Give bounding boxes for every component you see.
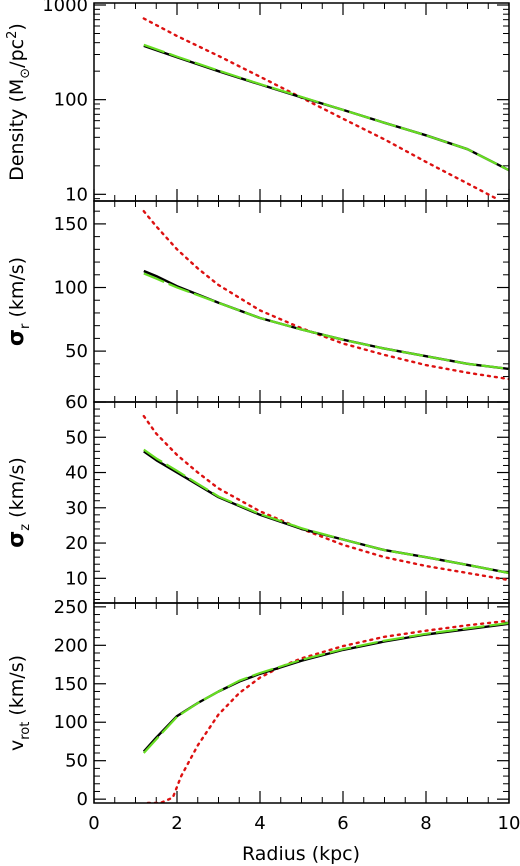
y-tick-label: 100 — [54, 90, 88, 111]
y-tick-label: 10 — [65, 568, 88, 589]
y-tick-label: 30 — [65, 498, 88, 519]
y-axis-label: vrot (km/s) — [6, 655, 33, 751]
y-label-sub: rot — [18, 722, 33, 740]
series-line-dotted — [142, 209, 509, 381]
y-label-main: σ — [4, 531, 29, 548]
x-tick-label: 10 — [498, 813, 520, 834]
y-tick-label: 50 — [65, 427, 88, 448]
y-tick-label: 100 — [54, 278, 88, 299]
series-line-solid — [142, 622, 509, 753]
y-label-end: ) — [6, 23, 28, 30]
y-label-mid: /pc — [6, 39, 28, 68]
panel-frame — [93, 602, 510, 804]
y-tick-label: 1000 — [42, 0, 88, 16]
y-tick-label: 40 — [65, 463, 88, 484]
y-label-sub: ⊙ — [18, 68, 33, 79]
y-axis-label: Density (M⊙/pc2) — [5, 23, 33, 181]
series-group — [142, 209, 509, 381]
y-tick-label: 50 — [65, 341, 88, 362]
panel-frame — [93, 2, 510, 202]
y-tick-label: 150 — [54, 674, 88, 695]
x-tick-label: 8 — [420, 813, 431, 834]
panel-sigma_r: 50 100 150 σr (km/s) — [4, 200, 510, 403]
y-tick-label: 10 — [65, 184, 88, 205]
panel-frame — [93, 200, 510, 403]
y-tick-label: 100 — [54, 712, 88, 733]
series-line-dotted — [142, 17, 498, 200]
series-group — [142, 619, 509, 803]
y-tick-label: 0 — [77, 789, 88, 810]
y-tick-label: 150 — [54, 214, 88, 235]
y-label-main: Density (M — [6, 79, 28, 181]
series-line-dashed — [142, 621, 509, 754]
series-line-dashed — [143, 272, 509, 370]
y-axis-label: σr (km/s) — [4, 257, 33, 346]
x-tick-label: 6 — [337, 813, 348, 834]
y-tick-label: 200 — [54, 635, 88, 656]
y-label-main: σ — [4, 329, 29, 346]
series-line-dotted — [142, 414, 509, 582]
x-tick-label: 0 — [88, 813, 99, 834]
panel-v_rot: 0 50 100 150 200 250 vrot (km/s) — [6, 597, 510, 810]
y-tick-label: 20 — [65, 533, 88, 554]
x-tick-label: 2 — [171, 813, 182, 834]
y-label-sup: 2 — [5, 31, 20, 39]
series-line-solid — [143, 269, 509, 371]
x-axis-label: Radius (kpc) — [242, 843, 360, 865]
y-tick-label: 60 — [65, 392, 88, 413]
panel-density: 10 100 1000 Density (M⊙/pc2) — [5, 0, 510, 205]
series-line-solid — [143, 450, 509, 575]
series-line-dashed — [143, 448, 509, 575]
y-label-main: v — [6, 740, 28, 751]
y-axis-label: σz (km/s) — [4, 457, 33, 548]
x-tick-label: 4 — [254, 813, 265, 834]
x-tick-labels: 0 2 4 6 8 10 — [88, 813, 520, 834]
y-label-end: (km/s) — [6, 257, 28, 324]
y-label-end: (km/s) — [6, 655, 28, 722]
panel-sigma_z: 10 20 30 40 50 60 σz (km/s) — [4, 392, 510, 604]
series-group — [142, 17, 509, 200]
y-label-sub: z — [18, 524, 33, 531]
series-line-dashed — [143, 43, 509, 172]
series-group — [142, 414, 509, 582]
series-line-dotted — [146, 619, 509, 803]
y-tick-label: 50 — [65, 751, 88, 772]
y-label-sub: r — [18, 323, 33, 329]
y-tick-label: 250 — [54, 597, 88, 618]
y-label-end: (km/s) — [6, 457, 28, 524]
